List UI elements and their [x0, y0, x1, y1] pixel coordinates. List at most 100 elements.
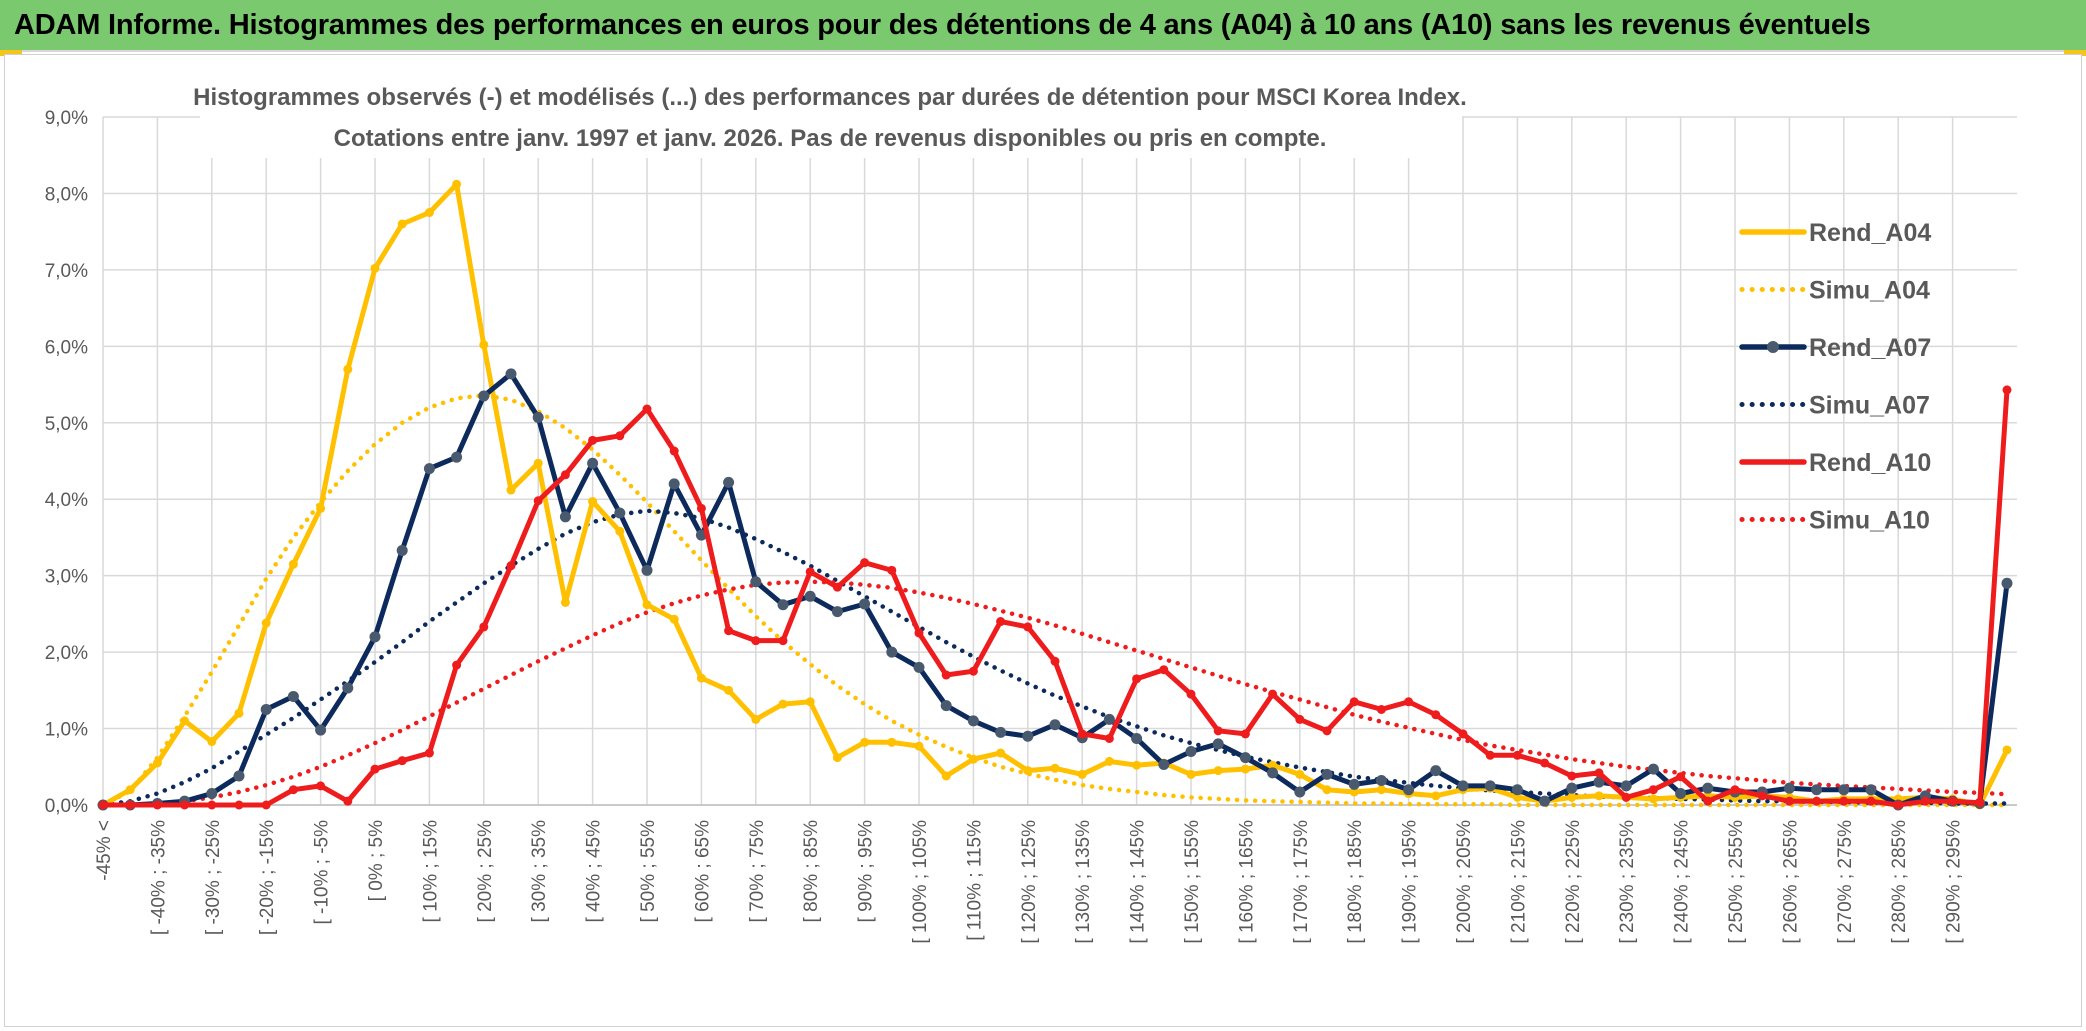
- x-tick-label: [ 10% ; 15%: [420, 820, 441, 923]
- x-tick-label: [ 80% ; 85%: [801, 820, 822, 923]
- data-point: [777, 599, 789, 611]
- data-point: [614, 507, 626, 519]
- data-point: [1512, 792, 1522, 802]
- y-tick-label: 2,0%: [45, 643, 88, 664]
- x-tick-label: -45% <: [94, 820, 115, 881]
- legend-label: Rend_A10: [1809, 449, 1931, 477]
- data-point: [696, 673, 706, 683]
- corner-accent-right: [2064, 50, 2086, 56]
- legend: Rend_A04 Simu_A04 Rend_A07 Simu_A07 Rend_A10…: [1739, 219, 1931, 535]
- data-point: [370, 263, 380, 273]
- data-point: [588, 497, 598, 507]
- data-point: [206, 788, 218, 800]
- data-point: [152, 800, 162, 810]
- data-point: [724, 685, 734, 695]
- data-point: [506, 561, 516, 571]
- data-point: [1593, 776, 1605, 788]
- data-point: [1050, 763, 1060, 773]
- data-point: [288, 785, 298, 795]
- legend-label: Simu_A10: [1809, 507, 1930, 535]
- data-point: [750, 576, 762, 588]
- data-point: [887, 565, 897, 575]
- data-point: [1648, 785, 1658, 795]
- data-point: [315, 724, 327, 736]
- data-point: [1431, 791, 1441, 801]
- data-point: [1049, 719, 1061, 731]
- legend-marker: [1767, 341, 1779, 353]
- x-tick-label: [ 260% ; 265%: [1780, 820, 1801, 944]
- data-point: [940, 700, 952, 712]
- data-point: [1212, 738, 1224, 750]
- data-point: [805, 697, 815, 707]
- data-point: [1675, 788, 1687, 800]
- data-point: [1511, 784, 1523, 796]
- data-point: [1594, 791, 1604, 801]
- data-point: [261, 800, 271, 810]
- x-tick-label: [ 50% ; 55%: [638, 820, 659, 923]
- report-banner: ADAM Informe. Histogrammes des performan…: [0, 0, 2086, 52]
- x-tick-label: [ 140% ; 145%: [1128, 820, 1149, 944]
- data-point: [751, 636, 761, 646]
- x-tick-label: [ 40% ; 45%: [584, 820, 605, 923]
- data-point: [288, 559, 298, 569]
- data-point: [778, 636, 788, 646]
- x-tick-label: [ 130% ; 135%: [1073, 820, 1094, 944]
- x-tick-label: [ 280% ; 285%: [1889, 820, 1910, 944]
- data-point: [1023, 766, 1033, 776]
- data-point: [1404, 697, 1414, 707]
- x-tick-label: [ -40% ; -35%: [148, 820, 169, 935]
- report-title: ADAM Informe. Histogrammes des performan…: [14, 9, 1871, 41]
- data-point: [1213, 726, 1223, 736]
- data-point: [533, 458, 543, 468]
- legend-label: Simu_A07: [1809, 392, 1930, 420]
- data-point: [886, 646, 898, 658]
- data-point: [1295, 769, 1305, 779]
- x-tick-label: [ 150% ; 155%: [1182, 820, 1203, 944]
- x-tick-label: [ 290% ; 295%: [1944, 820, 1965, 944]
- data-point: [1620, 780, 1632, 792]
- data-point: [1783, 782, 1795, 794]
- legend-label: Rend_A04: [1809, 219, 1931, 247]
- data-point: [1431, 710, 1441, 720]
- data-point: [1702, 782, 1714, 794]
- y-axis-ticks: 0,0% 1,0% 2,0% 3,0% 4,0% 5,0% 6,0% 7,0% 8,0% 9,0%: [45, 108, 88, 817]
- data-point: [1023, 622, 1033, 632]
- data-point: [1647, 763, 1659, 775]
- data-point: [1131, 732, 1143, 744]
- data-point: [397, 756, 407, 766]
- data-point: [1648, 794, 1658, 804]
- data-point: [805, 567, 815, 577]
- data-point: [669, 446, 679, 456]
- data-point: [1050, 656, 1060, 666]
- series-line-rend-a04: [100, 181, 2010, 808]
- y-tick-label: 0,0%: [45, 796, 88, 817]
- corner-accent-left: [0, 50, 22, 56]
- data-point: [207, 737, 217, 747]
- data-point: [1158, 758, 1170, 770]
- y-tick-label: 1,0%: [45, 720, 88, 741]
- data-point: [1430, 765, 1442, 777]
- data-point: [452, 660, 462, 670]
- data-point: [1376, 785, 1386, 795]
- y-tick-label: 3,0%: [45, 567, 88, 588]
- data-point: [615, 526, 625, 536]
- data-point: [180, 716, 190, 726]
- data-point: [1375, 775, 1387, 787]
- data-point: [423, 463, 435, 475]
- data-point: [1321, 768, 1333, 780]
- data-point: [588, 435, 598, 445]
- data-point: [452, 179, 462, 189]
- data-point: [1920, 796, 1930, 806]
- data-point: [1539, 795, 1551, 807]
- data-point: [287, 690, 299, 702]
- data-point: [995, 726, 1007, 738]
- data-point: [152, 758, 162, 768]
- data-point: [234, 800, 244, 810]
- data-point: [1104, 756, 1114, 766]
- data-point: [1022, 730, 1034, 742]
- chart-title-line-2: Cotations entre janv. 1997 et janv. 2026…: [334, 125, 1327, 152]
- x-tick-label: [ 170% ; 175%: [1291, 820, 1312, 944]
- data-point: [1730, 785, 1740, 795]
- data-point: [669, 614, 679, 624]
- data-point: [941, 771, 951, 781]
